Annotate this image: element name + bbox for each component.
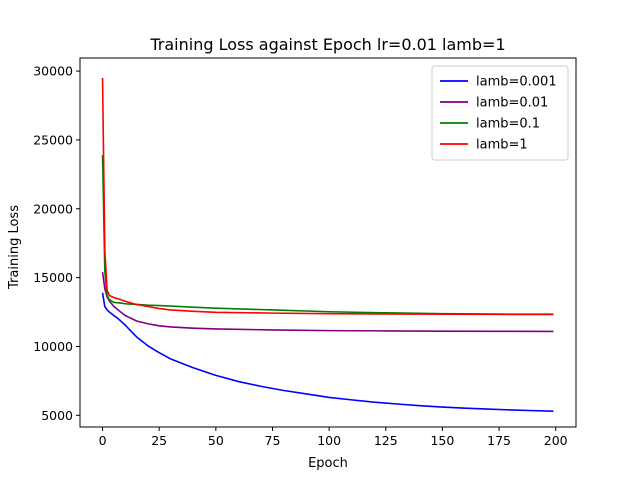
plot-frame xyxy=(79,57,577,428)
x-tick-label: 125 xyxy=(374,433,398,448)
y-tick-label: 25000 xyxy=(33,132,73,147)
y-axis-label: Training Loss xyxy=(7,205,22,290)
y-tick-label: 15000 xyxy=(33,270,73,285)
y-tick-label: 10000 xyxy=(33,339,73,354)
y-tick-label: 5000 xyxy=(41,408,73,423)
legend-label-1: lamb=0.01 xyxy=(476,96,548,111)
y-axis: 5000 10000 15000 20000 25000 30000 xyxy=(33,64,80,423)
series-line-1 xyxy=(101,271,554,333)
series-line-3 xyxy=(101,77,554,316)
x-tick-label: 25 xyxy=(151,433,167,448)
legend: lamb=0.001 lamb=0.01 lamb=0.1 lamb=1 xyxy=(431,65,569,161)
series-line-0 xyxy=(101,292,554,412)
x-tick-label: 150 xyxy=(430,433,454,448)
legend-label-3: lamb=1 xyxy=(476,138,528,153)
x-tick-label: 175 xyxy=(487,433,511,448)
legend-box xyxy=(431,65,569,161)
x-tick-label: 50 xyxy=(208,433,224,448)
series-line-2 xyxy=(101,155,554,316)
x-tick-label: 75 xyxy=(265,433,281,448)
x-tick-label: 200 xyxy=(544,433,568,448)
x-axis-label: Epoch xyxy=(308,456,348,471)
chart-title: Training Loss against Epoch lr=0.01 lamb… xyxy=(149,35,505,54)
y-tick-label: 20000 xyxy=(33,201,73,216)
y-tick-label: 30000 xyxy=(33,64,73,79)
x-tick-label: 100 xyxy=(317,433,341,448)
plot-area xyxy=(101,77,554,412)
x-tick-label: 0 xyxy=(99,433,107,448)
legend-label-2: lamb=0.1 xyxy=(476,117,540,132)
legend-label-0: lamb=0.001 xyxy=(476,75,557,90)
x-axis: 0 25 50 75 100 125 150 175 200 xyxy=(99,427,568,448)
